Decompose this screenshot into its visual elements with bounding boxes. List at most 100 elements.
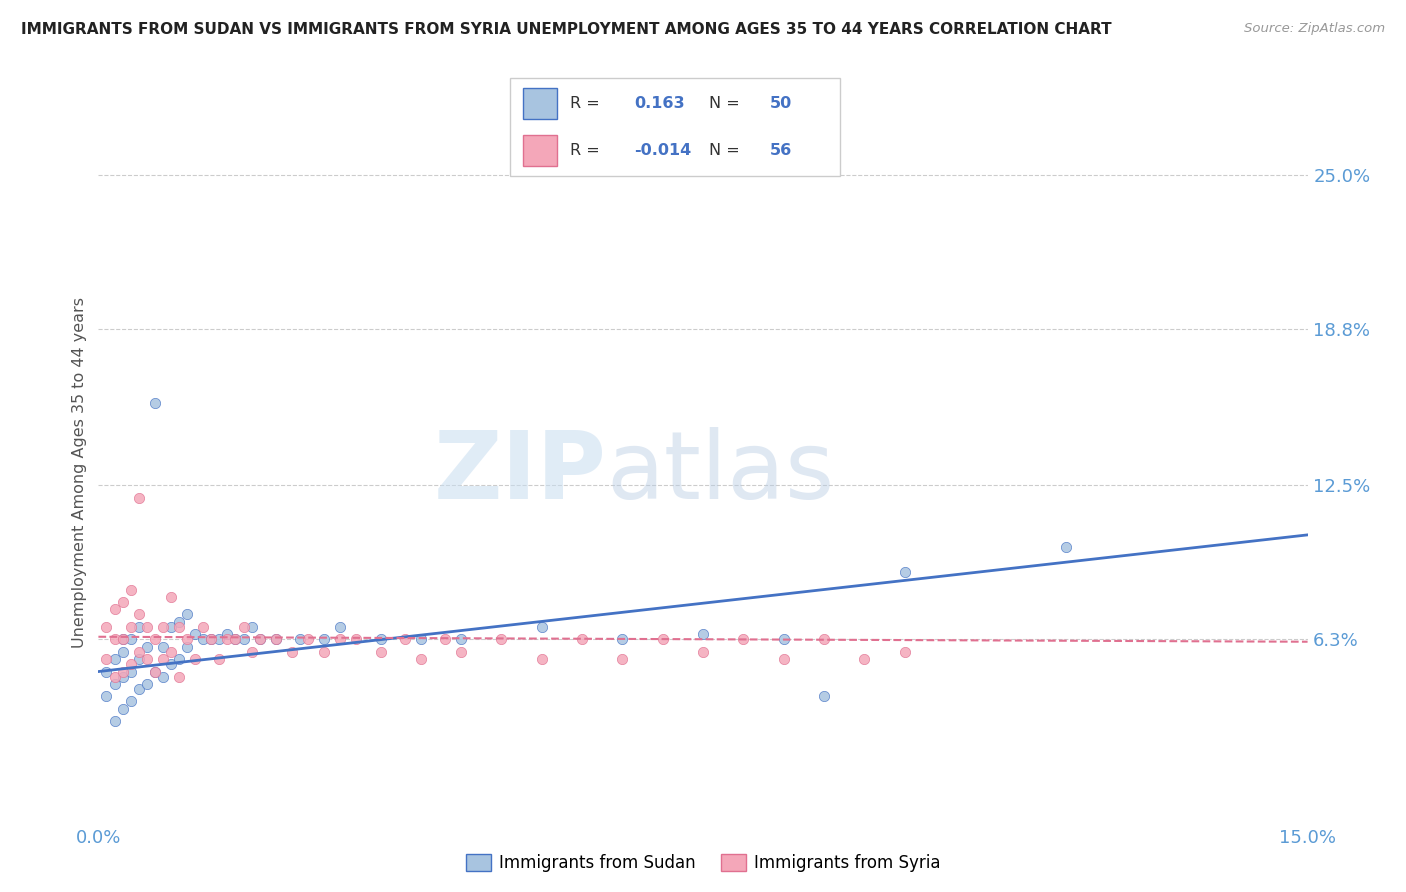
Point — [120, 665, 142, 679]
Point — [813, 632, 835, 647]
Point — [135, 640, 157, 654]
Point — [167, 615, 190, 629]
Point — [111, 632, 134, 647]
Text: N =: N = — [709, 96, 740, 111]
Point — [96, 690, 118, 704]
Point — [208, 652, 231, 666]
Point — [143, 632, 166, 647]
Point — [853, 652, 876, 666]
Point — [120, 632, 142, 647]
Point — [491, 632, 513, 647]
Point — [120, 582, 142, 597]
Point — [193, 632, 215, 647]
Point — [103, 602, 125, 616]
Point — [176, 640, 198, 654]
Point — [103, 677, 125, 691]
Point — [232, 632, 254, 647]
Point — [111, 665, 134, 679]
Point — [103, 632, 125, 647]
Point — [128, 645, 150, 659]
Point — [208, 632, 231, 647]
Point — [314, 645, 336, 659]
Point — [96, 665, 118, 679]
Bar — [523, 136, 557, 166]
Text: 0.163: 0.163 — [634, 96, 685, 111]
Point — [264, 632, 287, 647]
Point — [135, 652, 157, 666]
Point — [167, 652, 190, 666]
Point — [530, 620, 553, 634]
Point — [893, 645, 915, 659]
Point — [370, 645, 392, 659]
Point — [612, 652, 634, 666]
Point — [111, 669, 134, 683]
Point — [530, 652, 553, 666]
Point — [135, 620, 157, 634]
Point — [370, 632, 392, 647]
Point — [394, 632, 416, 647]
Point — [120, 694, 142, 708]
Point — [813, 690, 835, 704]
Point — [103, 669, 125, 683]
Point — [224, 632, 246, 647]
Point — [152, 652, 174, 666]
Text: Source: ZipAtlas.com: Source: ZipAtlas.com — [1244, 22, 1385, 36]
Text: -0.014: -0.014 — [634, 144, 692, 158]
Point — [128, 652, 150, 666]
Point — [281, 645, 304, 659]
Point — [160, 657, 183, 672]
Point — [200, 632, 222, 647]
Text: N =: N = — [709, 144, 740, 158]
Point — [128, 620, 150, 634]
Text: atlas: atlas — [606, 426, 835, 519]
Text: ZIP: ZIP — [433, 426, 606, 519]
Point — [232, 620, 254, 634]
Point — [450, 645, 472, 659]
Point — [249, 632, 271, 647]
Point — [288, 632, 311, 647]
Text: IMMIGRANTS FROM SUDAN VS IMMIGRANTS FROM SYRIA UNEMPLOYMENT AMONG AGES 35 TO 44 : IMMIGRANTS FROM SUDAN VS IMMIGRANTS FROM… — [21, 22, 1112, 37]
Point — [409, 632, 432, 647]
Point — [111, 645, 134, 659]
Point — [103, 714, 125, 729]
Point — [217, 632, 239, 647]
Point — [96, 620, 118, 634]
Point — [1054, 541, 1077, 555]
Point — [167, 620, 190, 634]
Point — [297, 632, 319, 647]
Y-axis label: Unemployment Among Ages 35 to 44 years: Unemployment Among Ages 35 to 44 years — [72, 297, 87, 648]
Point — [128, 681, 150, 696]
Point — [314, 632, 336, 647]
Point — [692, 627, 714, 641]
Point — [143, 665, 166, 679]
Point — [434, 632, 457, 647]
Point — [176, 632, 198, 647]
Point — [111, 702, 134, 716]
Point — [160, 590, 183, 604]
Point — [184, 627, 207, 641]
Point — [193, 620, 215, 634]
Point — [103, 652, 125, 666]
Point — [111, 595, 134, 609]
Point — [344, 632, 367, 647]
Point — [200, 632, 222, 647]
Point — [772, 652, 794, 666]
Point — [409, 652, 432, 666]
Point — [152, 640, 174, 654]
Point — [571, 632, 593, 647]
Point — [160, 645, 183, 659]
Point — [135, 677, 157, 691]
Point — [143, 396, 166, 410]
Point — [329, 632, 352, 647]
Point — [240, 645, 263, 659]
Point — [733, 632, 755, 647]
FancyBboxPatch shape — [509, 78, 841, 177]
Point — [450, 632, 472, 647]
Point — [176, 607, 198, 622]
Point — [120, 657, 142, 672]
Point — [772, 632, 794, 647]
Point — [160, 620, 183, 634]
Legend: Immigrants from Sudan, Immigrants from Syria: Immigrants from Sudan, Immigrants from S… — [458, 847, 948, 879]
Point — [249, 632, 271, 647]
Point — [184, 652, 207, 666]
